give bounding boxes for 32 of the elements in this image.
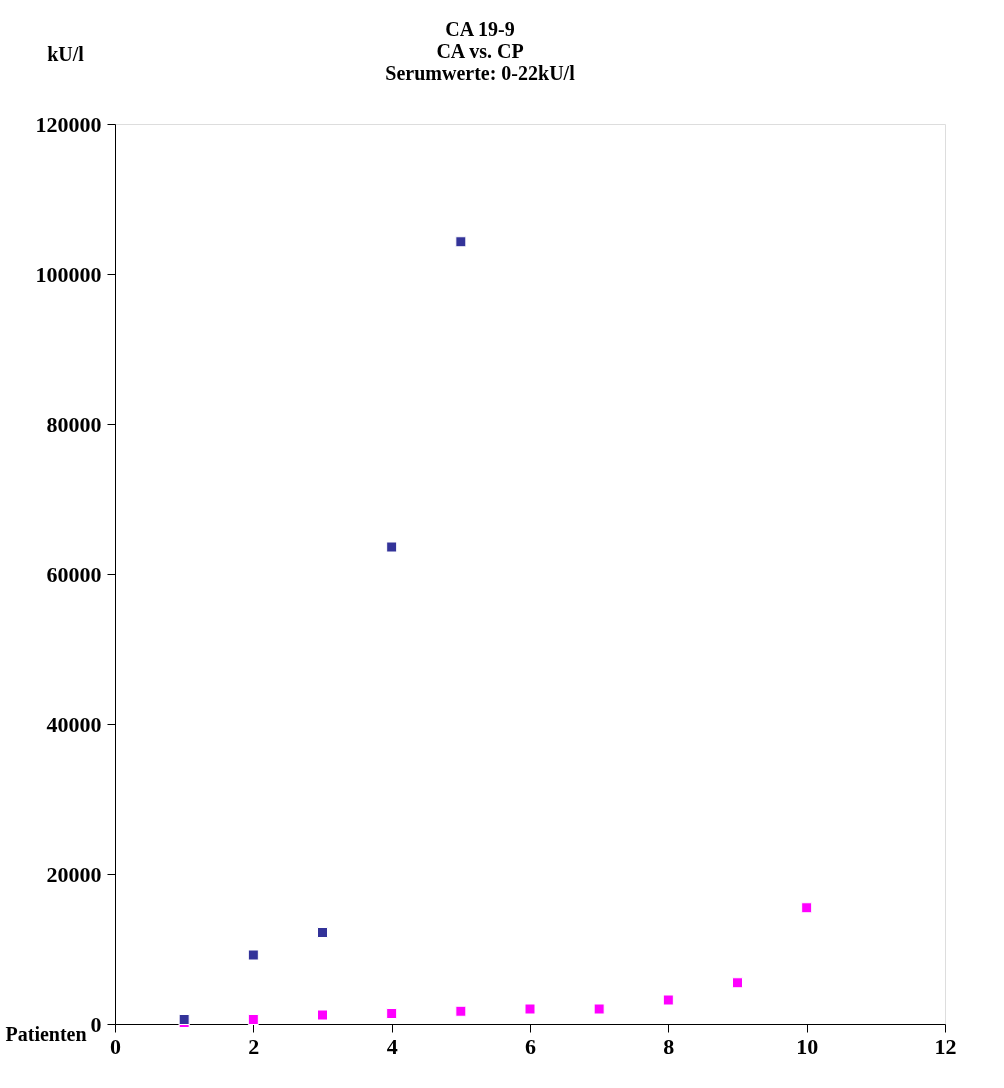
y-tick-label: 20000 xyxy=(46,861,102,887)
point xyxy=(455,236,467,248)
x-tick-label: 6 xyxy=(525,1033,536,1059)
point xyxy=(455,1005,467,1017)
point xyxy=(593,1003,605,1015)
point xyxy=(386,1008,398,1019)
x-tick-label: 4 xyxy=(386,1033,398,1059)
point xyxy=(247,1014,259,1025)
x-axis-title: Patienten xyxy=(5,1022,87,1045)
text: CA 19-9 xyxy=(445,18,515,40)
point xyxy=(801,902,813,914)
y-tick-label: 60000 xyxy=(46,561,102,587)
y-tick-label: 40000 xyxy=(46,711,102,737)
x-tick-label: 12 xyxy=(934,1033,957,1059)
y-tick-label: 0 xyxy=(90,1011,102,1037)
point xyxy=(317,927,328,938)
point xyxy=(247,949,259,961)
point xyxy=(662,994,674,1006)
y-axis-title: kU/l xyxy=(47,42,85,65)
point xyxy=(732,977,743,989)
x-tick-label: 8 xyxy=(663,1033,675,1059)
point xyxy=(317,1009,328,1021)
x-tick-label: 10 xyxy=(796,1033,819,1059)
y-tick-label: 100000 xyxy=(35,261,102,287)
y-tick-label: 120000 xyxy=(35,111,102,137)
text: Serumwerte: 0-22kU/l xyxy=(385,62,575,84)
text: CA vs. CP xyxy=(436,40,524,62)
y-tick-label: 80000 xyxy=(46,411,102,437)
point xyxy=(524,1003,536,1015)
point xyxy=(386,541,398,553)
x-tick-label: 2 xyxy=(248,1033,260,1059)
x-tick-label: 0 xyxy=(110,1033,121,1059)
